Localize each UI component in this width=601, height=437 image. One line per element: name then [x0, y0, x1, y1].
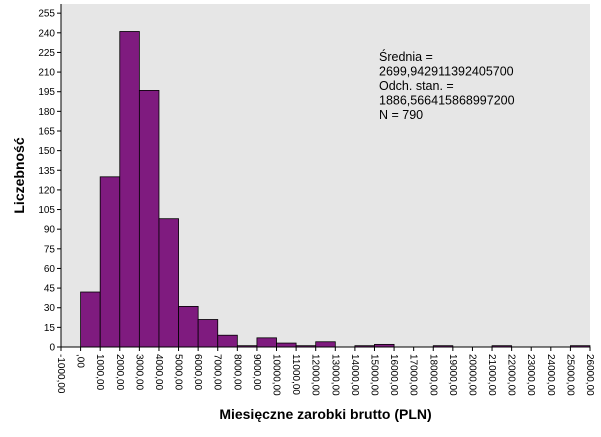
y-tick-label: 165	[38, 126, 55, 137]
stats-line: Średnia =	[379, 49, 433, 64]
stats-line: N = 790	[379, 108, 423, 122]
y-tick-label: 60	[44, 264, 56, 275]
x-tick-label: 2000,00	[114, 354, 125, 391]
y-tick-label: 0	[49, 343, 55, 354]
y-tick-label: 45	[44, 284, 56, 295]
histogram-bar	[119, 31, 140, 348]
x-tick-label: 15000,00	[368, 354, 379, 396]
x-tick-label: 14000,00	[349, 354, 360, 396]
x-tick-label: 23000,00	[525, 354, 536, 396]
x-tick-label: 6000,00	[192, 354, 203, 391]
x-axis: -1000,00 ,00 1000,00 2000,00 3000,00 4000,00 5…	[55, 347, 595, 396]
x-tick-label: 1000,00	[94, 354, 105, 391]
y-axis-title: Liczebność	[11, 137, 27, 213]
x-tick-label: 16000,00	[388, 354, 399, 396]
y-tick-label: 240	[38, 28, 55, 39]
histogram-bar	[197, 319, 219, 348]
y-tick-label: 75	[44, 244, 56, 255]
y-tick-label: 90	[44, 225, 56, 236]
x-tick-label: -1000,00	[55, 354, 66, 394]
x-tick-label: 17000,00	[408, 354, 419, 396]
bar-series	[80, 31, 591, 348]
x-tick-label: 3000,00	[133, 354, 144, 391]
y-tick-label: 135	[38, 166, 55, 177]
histogram-bar	[138, 90, 160, 348]
y-tick-label: 225	[38, 48, 55, 59]
histogram-bar	[217, 334, 238, 348]
x-tick-label: 4000,00	[153, 354, 164, 391]
y-tick-label: 255	[38, 9, 55, 20]
x-tick-label: 9000,00	[251, 354, 262, 391]
stats-line: Odch. stan. =	[379, 79, 454, 93]
x-tick-label: 7000,00	[212, 354, 223, 391]
y-axis: 0 15 30 45 60 75 90 105 120 135 150 165 180 195 210 225…	[38, 9, 61, 354]
y-tick-label: 150	[38, 146, 55, 157]
x-tick-label: 25000,00	[564, 354, 575, 396]
x-tick-label: 21000,00	[486, 354, 497, 396]
x-tick-label: 8000,00	[231, 354, 242, 391]
histogram-bar	[256, 337, 277, 348]
x-tick-label: 24000,00	[545, 354, 556, 396]
stats-line: 1886,566415868997200	[379, 94, 515, 108]
x-tick-label: 13000,00	[329, 354, 340, 396]
x-tick-label: 5000,00	[173, 354, 184, 391]
x-tick-label: 10000,00	[271, 354, 282, 396]
y-tick-label: 120	[38, 185, 55, 196]
y-tick-label: 195	[38, 87, 55, 98]
y-tick-label: 105	[38, 205, 55, 216]
x-tick-label: 18000,00	[427, 354, 438, 396]
y-tick-label: 210	[38, 68, 55, 79]
histogram-bar	[99, 176, 121, 348]
y-tick-label: 180	[38, 107, 55, 118]
x-tick-label: 22000,00	[506, 354, 517, 396]
y-tick-label: 30	[44, 303, 56, 314]
x-tick-label: 11000,00	[290, 354, 301, 395]
histogram-bar	[158, 218, 179, 348]
histogram-bar	[276, 342, 297, 348]
x-tick-label: ,00	[75, 354, 86, 368]
x-tick-label: 12000,00	[310, 354, 321, 396]
x-axis-title: Miesięczne zarobki brutto (PLN)	[219, 406, 431, 422]
y-tick-label: 15	[44, 323, 56, 334]
histogram-bar	[178, 306, 199, 348]
histogram-bar	[80, 291, 101, 348]
x-tick-label: 20000,00	[466, 354, 477, 396]
x-tick-label: 19000,00	[447, 354, 458, 396]
stats-line: 2699,942911392405700	[379, 65, 514, 79]
histogram-bar	[315, 341, 336, 348]
x-tick-label: 26000,00	[584, 354, 595, 396]
